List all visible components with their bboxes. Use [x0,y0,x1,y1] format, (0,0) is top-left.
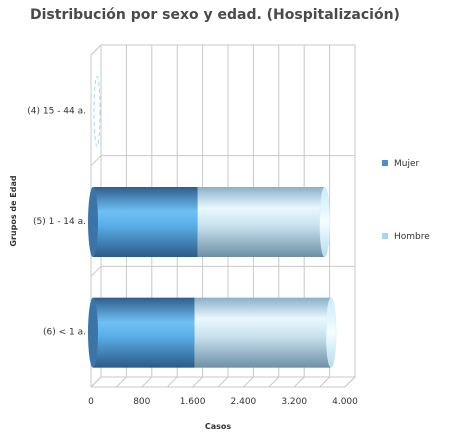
bar-start-cap [88,297,98,368]
bar-hombre-2 [194,297,332,368]
x-tick-label: 800 [133,397,150,407]
floor-tick-minor [166,376,178,388]
legend-swatch-mujer [382,160,388,166]
band-edge [90,44,102,56]
x-tick-label: 4.000 [332,397,358,407]
x-axis-title: Casos [205,422,232,431]
x-tick-label: 1.600 [180,397,206,407]
x-tick-label: 2.400 [231,397,257,407]
floor-tick-minor [319,376,330,388]
band-edge [90,155,102,167]
category-label: (5) 1 - 14 a. [33,217,86,227]
floor-tick-minor [268,376,280,388]
floor-tick-minor [116,376,127,388]
bar-start-cap [88,187,98,257]
category-label: (4) 15 - 44 a. [27,106,86,116]
x-tick-label: 3.200 [281,397,307,407]
floor-tick [344,376,356,388]
floor-tick [243,376,254,388]
floor-tick [293,376,305,388]
floor-tick-minor [217,376,229,388]
legend: Mujer Hombre [382,159,430,242]
bar-end-cap [319,186,331,258]
bars [88,75,337,368]
floor-tick [141,376,153,388]
band-edge [90,376,102,388]
legend-swatch-hombre [382,233,388,239]
bar-mujer-1 [93,187,198,257]
bar-hombre-1 [197,187,325,257]
floor-tick [192,376,203,388]
category-labels: (4) 15 - 44 a. (5) 1 - 14 a. (6) < 1 a. [27,106,86,337]
band-edge [90,265,102,277]
legend-label-hombre: Hombre [394,232,430,242]
y-axis-title: Grupos de Edad [9,175,18,247]
legend-label-mujer: Mujer [394,159,420,169]
x-tick-label: 0 [88,397,94,407]
x-tick-labels: 0 800 1.600 2.400 3.200 4.000 [88,397,358,407]
chart-title: Distribución por sexo y edad. (Hospitali… [30,7,400,23]
category-label: (6) < 1 a. [43,328,86,338]
bar-empty [93,75,101,147]
bar-mujer-2 [93,297,195,368]
bar-end-cap [325,297,337,368]
